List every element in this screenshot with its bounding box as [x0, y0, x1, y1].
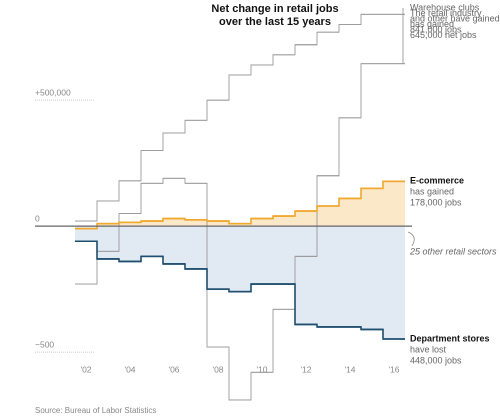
series-note: The retail industry: [410, 8, 482, 18]
series-note: and other have gained: [410, 13, 500, 23]
x-tick-label: '14: [344, 364, 355, 374]
source: Source: Bureau of Labor Statistics: [35, 406, 156, 415]
chart-title: over the last 15 years: [219, 16, 331, 28]
area-fill: [75, 181, 405, 229]
series-label: E-commerce: [410, 176, 464, 186]
y-tick-label: +500,000: [35, 87, 71, 97]
annotation: 25 other retail sectors: [409, 246, 497, 256]
series-note: 841,000 jobs: [410, 24, 462, 34]
annotation-arrow: [407, 231, 415, 247]
series-note: 178,000 jobs: [410, 198, 462, 208]
series-label: Department stores: [410, 333, 490, 343]
x-tick-label: '16: [388, 364, 399, 374]
x-tick-label: '12: [300, 364, 311, 374]
series-note: have lost: [410, 344, 447, 354]
series-note: 645,000 net jobs: [410, 30, 477, 40]
x-tick-label: '04: [124, 364, 135, 374]
x-tick-label: '10: [256, 364, 267, 374]
series-note: Warehouse clubs: [410, 2, 480, 12]
series-note: 448,000 jobs: [410, 355, 462, 365]
chart-title: Net change in retail jobs: [211, 3, 338, 15]
series-note: has gained: [410, 187, 454, 197]
area-fill: [75, 226, 405, 340]
series-note: has gained: [410, 19, 454, 29]
x-tick-label: '02: [80, 364, 91, 374]
y-tick-label: 0: [35, 213, 40, 223]
x-tick-label: '06: [168, 364, 179, 374]
y-tick-label: −500: [35, 339, 54, 349]
fills: [75, 181, 405, 340]
x-tick-label: '08: [212, 364, 223, 374]
